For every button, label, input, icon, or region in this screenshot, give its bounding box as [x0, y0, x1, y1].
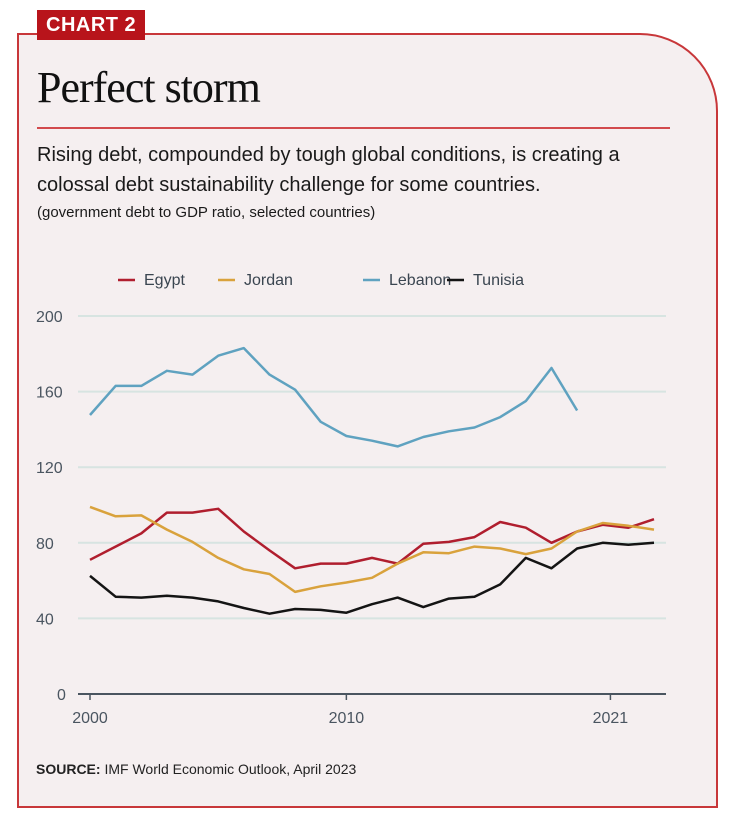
chart-badge: CHART 2: [37, 10, 146, 40]
chart-note: (government debt to GDP ratio, selected …: [37, 204, 376, 221]
y-tick-label: 120: [36, 460, 63, 477]
legend-label-lebanon: Lebanon: [389, 272, 451, 289]
legend-label-egypt: Egypt: [144, 272, 185, 289]
legend-label-jordan: Jordan: [244, 272, 293, 289]
y-tick-label: 80: [36, 536, 54, 553]
x-tick-label: 2000: [72, 710, 108, 727]
title-divider: [37, 127, 670, 129]
series-line-jordan: [89, 505, 655, 594]
chart-frame: [17, 33, 718, 808]
y-tick-label: 0: [57, 687, 66, 704]
chart-title: Perfect storm: [37, 63, 261, 112]
series-line-lebanon: [89, 346, 579, 448]
y-tick-label: 40: [36, 611, 54, 628]
series-line-tunisia: [89, 541, 655, 615]
chart-subtitle: Rising debt, compounded by tough global …: [37, 144, 620, 196]
source-text: IMF World Economic Outlook, April 2023: [100, 761, 357, 777]
x-tick-label: 2010: [329, 710, 365, 727]
x-tick-label: 2021: [593, 710, 629, 727]
source-note: SOURCE: IMF World Economic Outlook, Apri…: [36, 761, 356, 777]
y-tick-label: 200: [36, 309, 63, 326]
y-tick-label: 160: [36, 385, 63, 402]
source-label: SOURCE:: [36, 761, 101, 777]
legend-label-tunisia: Tunisia: [473, 272, 524, 289]
series-line-egypt: [89, 507, 655, 570]
